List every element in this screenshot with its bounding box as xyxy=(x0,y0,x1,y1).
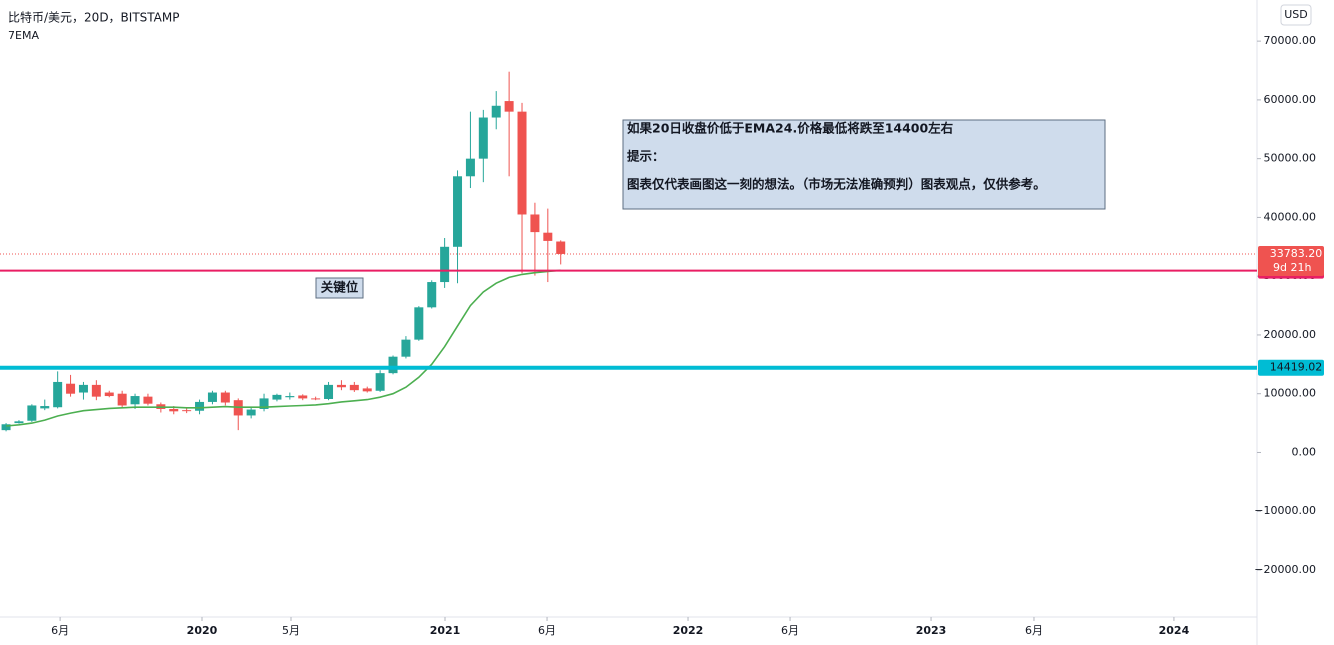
candle-body xyxy=(491,105,501,118)
annotation-text: 图表仅代表画图这一刻的想法。（市场无法准确预判）图表观点，仅供参考。 xyxy=(627,177,1046,192)
annotation-box xyxy=(622,119,1106,210)
candle-body xyxy=(324,384,334,399)
candle-body xyxy=(1,424,11,431)
candle-body xyxy=(66,383,76,394)
candle-body xyxy=(517,111,527,215)
candle-body xyxy=(130,396,140,405)
candle-body xyxy=(362,388,372,392)
candle-body xyxy=(414,307,424,340)
candle-body xyxy=(91,384,101,397)
candle-body xyxy=(14,421,24,424)
price-tag-label: 14419.02 xyxy=(1270,361,1323,374)
countdown-label: 9d 21h xyxy=(1273,261,1311,274)
x-tick-label: 5月 xyxy=(282,624,300,637)
candle-body xyxy=(78,384,88,393)
candle-body xyxy=(246,409,256,416)
candle-body xyxy=(336,384,346,388)
key-label-box xyxy=(315,277,364,299)
candle-body xyxy=(298,395,308,399)
candle-body xyxy=(465,158,475,177)
last-price-label: 33783.20 xyxy=(1270,247,1323,260)
y-tick-label: 0.00 xyxy=(1292,445,1317,458)
x-tick-label: 2022 xyxy=(673,624,704,637)
currency-label: USD xyxy=(1284,8,1308,21)
x-tick-label: 2020 xyxy=(187,624,218,637)
x-tick-label: 6月 xyxy=(538,624,556,637)
annotation-text: 如果20日收盘价低于EMA24.价格最低将跌至14400左右 xyxy=(627,121,953,136)
candle-body xyxy=(272,394,282,400)
candle-body xyxy=(259,398,269,409)
candle-body xyxy=(556,241,566,254)
candle-body xyxy=(285,396,295,398)
x-tick-label: 2023 xyxy=(916,624,947,637)
candle-body xyxy=(143,396,153,404)
x-tick-label: 6月 xyxy=(781,624,799,637)
annotation-text: 提示： xyxy=(627,149,665,164)
x-tick-label: 2021 xyxy=(430,624,461,637)
candle-body xyxy=(427,282,437,308)
y-tick-label: −20000.00 xyxy=(1254,563,1316,576)
candle-body xyxy=(169,408,179,412)
y-tick-label: 40000.00 xyxy=(1264,210,1317,223)
candle-body xyxy=(182,410,192,412)
y-tick-label: 10000.00 xyxy=(1264,387,1317,400)
candle-body xyxy=(401,339,411,357)
y-tick-label: 50000.00 xyxy=(1264,152,1317,165)
candle-body xyxy=(195,401,205,411)
y-tick-label: 60000.00 xyxy=(1264,93,1317,106)
price-tag xyxy=(1258,359,1324,376)
candle-body xyxy=(117,393,127,406)
ema-line xyxy=(6,269,561,427)
last-price-tag xyxy=(1258,245,1324,276)
chart-title: 比特币/美元，20D，BITSTAMP xyxy=(8,10,179,25)
candle-body xyxy=(543,232,553,241)
currency-button[interactable] xyxy=(1280,4,1312,26)
y-tick-label: 70000.00 xyxy=(1264,34,1317,47)
y-tick-label: 20000.00 xyxy=(1264,328,1317,341)
candle-body xyxy=(349,384,359,391)
candle-body xyxy=(207,392,217,402)
candle-body xyxy=(220,392,230,403)
candle-body xyxy=(440,246,450,283)
x-tick-label: 6月 xyxy=(51,624,69,637)
x-tick-label: 6月 xyxy=(1025,624,1043,637)
candle-body xyxy=(453,176,463,247)
candle-body xyxy=(311,398,321,400)
candle-body xyxy=(388,356,398,374)
candle-body xyxy=(504,101,514,112)
y-tick-label: −10000.00 xyxy=(1254,504,1316,517)
candle-body xyxy=(530,214,540,233)
candle-body xyxy=(104,392,114,397)
candle-body xyxy=(40,406,50,409)
candle-body xyxy=(478,117,488,159)
indicator-label: 7EMA xyxy=(8,29,39,42)
x-tick-label: 2024 xyxy=(1159,624,1190,637)
candle-body xyxy=(375,373,385,391)
candle-body xyxy=(27,405,37,421)
key-label: 关键位 xyxy=(321,280,359,295)
candle-body xyxy=(53,381,63,408)
